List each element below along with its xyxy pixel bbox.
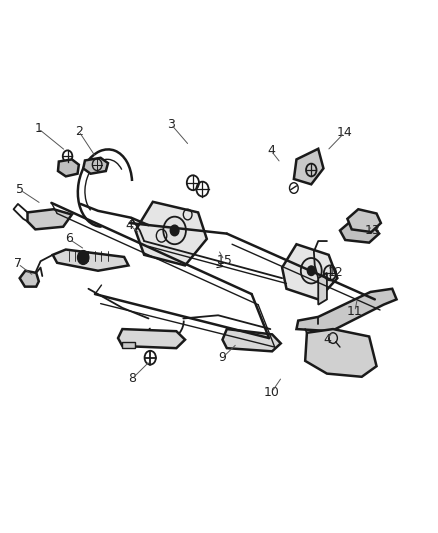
Text: 6: 6 [65,232,73,245]
Text: 9: 9 [219,351,226,364]
Circle shape [163,216,186,244]
Polygon shape [135,202,207,265]
Circle shape [78,251,89,264]
Text: 10: 10 [263,386,279,399]
Text: 2: 2 [75,125,83,138]
Text: 8: 8 [128,373,136,385]
Circle shape [301,258,322,284]
Text: 12: 12 [328,266,343,279]
Polygon shape [20,271,39,287]
Polygon shape [294,149,323,184]
Polygon shape [53,249,128,271]
Text: HH: HH [307,268,315,273]
Polygon shape [297,289,396,331]
Polygon shape [347,209,381,232]
Text: 4: 4 [267,144,275,157]
Circle shape [307,266,315,276]
Polygon shape [223,329,281,351]
Polygon shape [28,209,72,229]
Polygon shape [282,244,337,300]
Text: 4: 4 [323,333,331,346]
Text: 3: 3 [167,118,175,131]
Text: 7: 7 [14,257,22,270]
Text: 5: 5 [16,183,24,196]
Polygon shape [83,158,108,174]
Polygon shape [58,159,79,176]
Polygon shape [118,329,185,348]
Text: 13: 13 [364,224,380,237]
Text: 1: 1 [35,122,42,135]
Polygon shape [340,223,379,243]
Text: 15: 15 [216,254,232,266]
Text: 14: 14 [336,126,352,140]
Polygon shape [122,342,135,348]
Polygon shape [305,329,377,377]
Text: 4: 4 [126,219,134,232]
Polygon shape [318,273,327,305]
Text: 11: 11 [347,305,363,318]
Circle shape [170,225,179,236]
